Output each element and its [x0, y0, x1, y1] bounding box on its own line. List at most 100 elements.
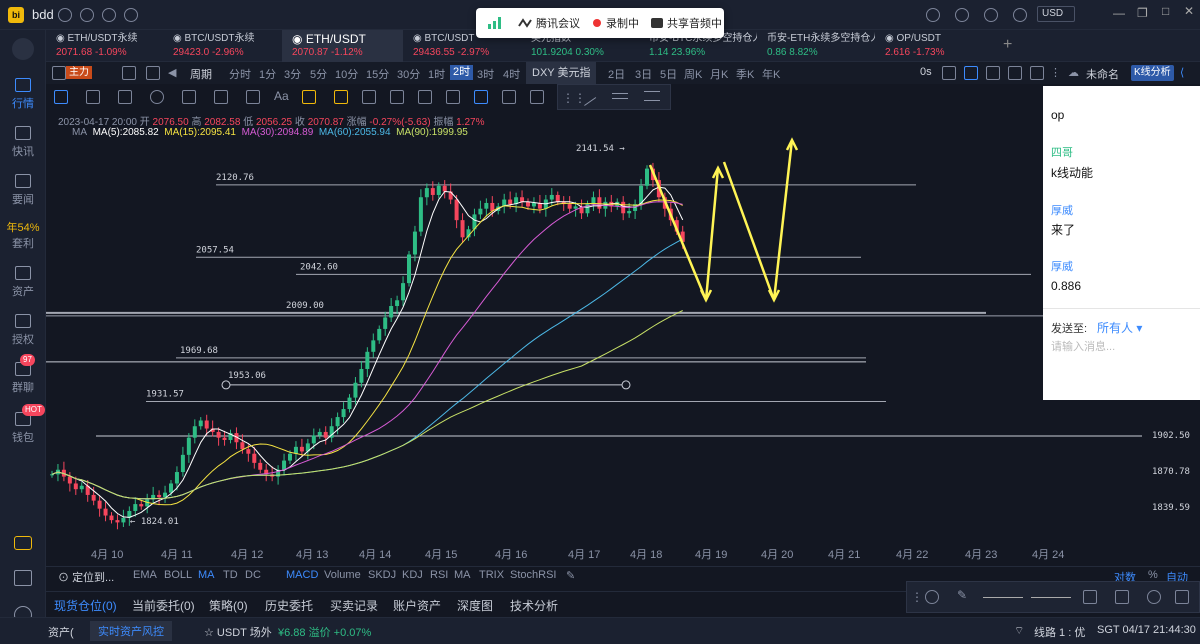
tf-1m[interactable]: 1分: [259, 69, 277, 81]
ind-kdj[interactable]: KDJ: [402, 569, 423, 581]
sidebar-item-authorize[interactable]: 授权: [0, 314, 46, 347]
tf-4h[interactable]: 4时: [503, 69, 521, 81]
sidebar-item-assets[interactable]: 资产: [0, 266, 46, 299]
text-tool-icon[interactable]: Aa: [274, 89, 289, 103]
tab-trade-history[interactable]: 买卖记录: [330, 599, 379, 613]
send-to-select[interactable]: 所有人 ▾: [1097, 321, 1143, 335]
bell-icon[interactable]: [926, 8, 940, 22]
ind-ma[interactable]: MA: [198, 569, 215, 581]
tab-eth-spot[interactable]: ◉ ETH/USDT 2070.87 -1.12%: [282, 30, 403, 62]
sidebar-item-news[interactable]: 快讯: [0, 126, 46, 159]
tab-strategy[interactable]: 策略(0): [209, 599, 248, 613]
ind-td[interactable]: TD: [223, 569, 238, 581]
trash-icon[interactable]: [530, 90, 544, 104]
add-tab-icon[interactable]: +: [1003, 36, 1013, 53]
tf-fenshi[interactable]: 分时: [229, 69, 251, 81]
sidebar-item-headlines[interactable]: 要闻: [0, 174, 46, 207]
kline-chart[interactable]: 2120.76 2057.54 2042.60 2009.00 1969.68 1931.…: [46, 110, 1200, 565]
tab-account-assets[interactable]: 账户资产: [393, 599, 442, 613]
ind-ma2[interactable]: MA: [454, 569, 471, 581]
close-icon[interactable]: ✕: [1184, 4, 1195, 18]
calendar-icon[interactable]: [122, 66, 136, 80]
tf-month[interactable]: 月K: [710, 69, 729, 81]
tf-3m[interactable]: 3分: [284, 69, 302, 81]
ind-ema[interactable]: EMA: [133, 569, 157, 581]
ind-rsi[interactable]: RSI: [430, 569, 449, 581]
line-color-select[interactable]: [983, 597, 1023, 598]
refresh-icon[interactable]: [80, 8, 94, 22]
locate-button[interactable]: ⊙ 定位到...: [58, 572, 115, 584]
tab-op[interactable]: ◉ OP/USDT 2.616 -1.73%: [885, 33, 945, 58]
ind-stochrsi[interactable]: StochRSI: [510, 569, 557, 581]
measure-icon[interactable]: [246, 90, 260, 104]
more-icon[interactable]: ⋮: [1050, 67, 1061, 79]
lock-icon[interactable]: [1115, 590, 1129, 604]
tab-eth-perp[interactable]: ◉ ETH/USDT永续 2071.68 -1.09%: [56, 33, 138, 58]
tf-5d[interactable]: 5日: [660, 69, 678, 81]
chat-user[interactable]: 厚威: [1051, 205, 1073, 217]
restore-icon[interactable]: ❐: [1137, 6, 1148, 20]
hline-icon[interactable]: [612, 93, 628, 99]
tf-2h[interactable]: 2时: [450, 65, 474, 80]
lock-icon[interactable]: [446, 90, 460, 104]
ind-volume[interactable]: Volume: [324, 569, 361, 581]
dxy-overlay-label[interactable]: DXY 美元指数: [526, 62, 596, 101]
tab-open-orders[interactable]: 当前委托(0): [132, 599, 195, 613]
tf-3d[interactable]: 3日: [635, 69, 653, 81]
tab-btc-perp[interactable]: ◉ BTC/USDT永续 29423.0 -2.96%: [173, 33, 255, 58]
drag-handle-icon[interactable]: ⋮⋮: [562, 91, 586, 105]
line-width-select[interactable]: [1031, 597, 1071, 598]
tab-technical[interactable]: 技术分析: [510, 599, 559, 613]
trend-icon[interactable]: [390, 90, 404, 104]
chat-user[interactable]: 四哥: [1051, 147, 1073, 159]
line-status[interactable]: 线路 1 : 优: [1034, 627, 1086, 639]
tf-1h[interactable]: 1时: [428, 69, 446, 81]
cloud-icon[interactable]: ☁: [1068, 67, 1079, 79]
crosshair-icon[interactable]: [54, 90, 68, 104]
pen-icon[interactable]: [964, 66, 978, 80]
download-icon[interactable]: [955, 8, 969, 22]
tf-3h[interactable]: 3时: [477, 69, 495, 81]
scale-percent[interactable]: %: [1148, 569, 1158, 581]
phone-icon[interactable]: [14, 570, 32, 586]
prev-icon[interactable]: ◀: [168, 67, 177, 79]
pattern-icon[interactable]: [214, 90, 228, 104]
maximize-icon[interactable]: □: [1162, 4, 1170, 18]
risk-control-button[interactable]: 实时资产风控: [90, 621, 172, 641]
tab-btc-spot[interactable]: ◉ BTC/USDT 29436.55 -2.97%: [413, 33, 490, 58]
sidebar-item-market[interactable]: 行情: [0, 78, 46, 111]
chat-input[interactable]: 请输入消息...: [1051, 341, 1116, 353]
record-button[interactable]: 录制中: [592, 15, 639, 31]
tf-2d[interactable]: 2日: [608, 69, 626, 81]
period-button[interactable]: 周期: [190, 69, 212, 81]
globe-icon[interactable]: [124, 8, 138, 22]
share-icon[interactable]: ⟨: [1180, 67, 1185, 79]
tf-quarter[interactable]: 季K: [736, 69, 755, 81]
sidebar-item-arbitrage[interactable]: 年54% 套利: [6, 222, 40, 250]
tab-btc-ls[interactable]: 币安-BTC永续多空持仓人 1.14 23.96%: [649, 33, 757, 58]
fibonacci-icon[interactable]: [182, 90, 196, 104]
edit-indicator-icon[interactable]: ✎: [566, 570, 576, 582]
magnet-icon[interactable]: [474, 90, 488, 104]
sidebar-item-wallet[interactable]: 钱包 HOT: [0, 404, 46, 445]
eye-icon[interactable]: [502, 90, 516, 104]
tf-year[interactable]: 年K: [762, 69, 781, 81]
tab-dxy[interactable]: 美元指数 101.9204 0.30%: [531, 33, 604, 58]
ind-macd[interactable]: MACD: [286, 569, 319, 581]
tf-15m[interactable]: 15分: [366, 69, 390, 81]
circle-icon[interactable]: [150, 90, 164, 104]
tf-30m[interactable]: 30分: [397, 69, 421, 81]
flash-icon[interactable]: [58, 8, 72, 22]
tf-10m[interactable]: 10分: [335, 69, 359, 81]
edit-icon[interactable]: ✎: [957, 588, 968, 602]
kline-analysis-button[interactable]: K线分析: [1131, 65, 1174, 81]
layout-icon[interactable]: [146, 66, 160, 80]
trash-icon[interactable]: [1175, 590, 1189, 604]
bnb-icon[interactable]: [302, 90, 316, 104]
tf-week[interactable]: 周K: [684, 69, 703, 81]
shirt-icon[interactable]: [984, 8, 998, 22]
sidebar-item-groupchat[interactable]: 群聊 97: [12, 354, 35, 394]
crop-icon[interactable]: [942, 66, 956, 80]
ind-boll[interactable]: BOLL: [164, 569, 193, 581]
template-name[interactable]: 未命名: [1086, 69, 1119, 81]
